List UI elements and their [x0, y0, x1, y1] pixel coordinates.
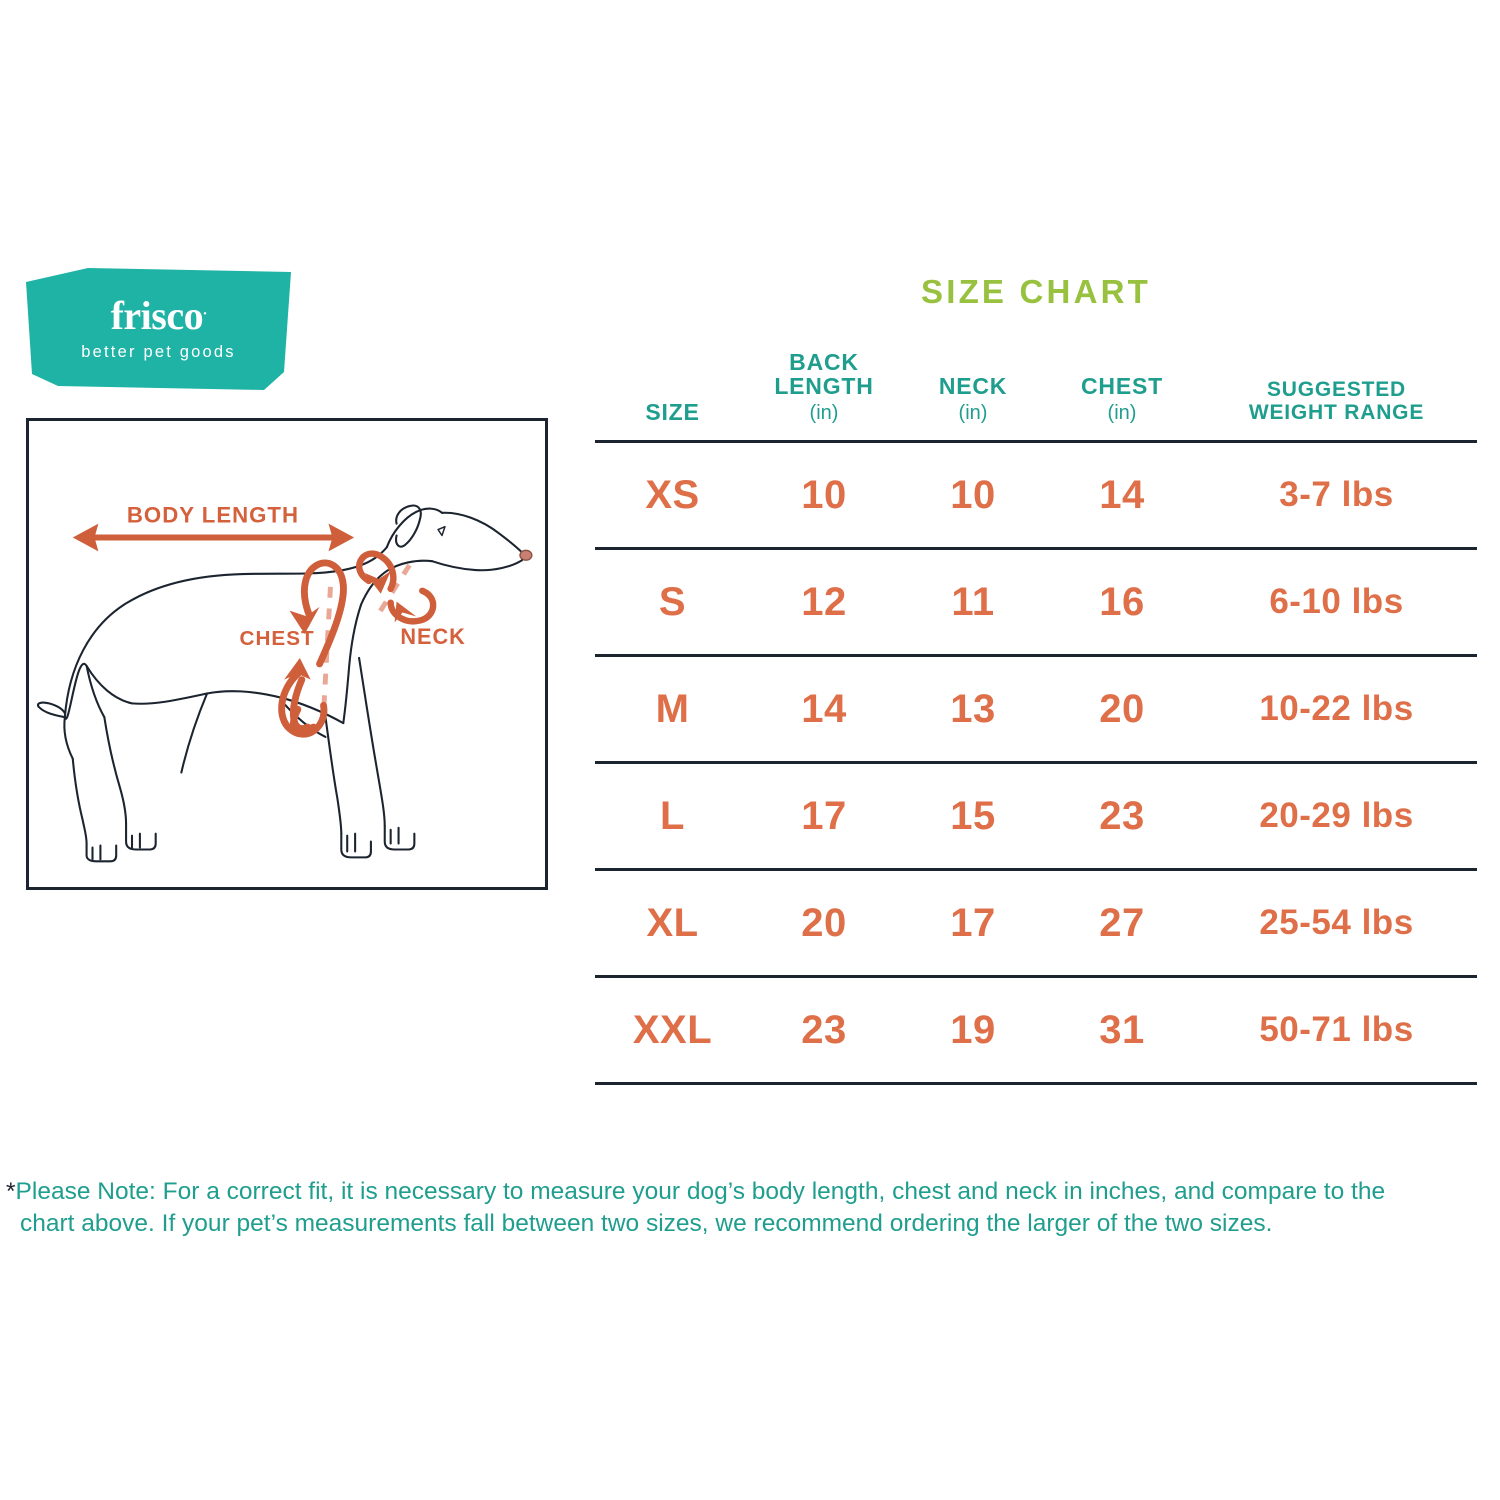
frisco-wordmark-text: frisco [110, 293, 204, 338]
cell-chest: 14 [1048, 439, 1196, 549]
table-row: L 17 15 23 20-29 lbs [595, 760, 1477, 870]
cell-neck: 19 [898, 974, 1048, 1085]
cell-weight: 10-22 lbs [1196, 653, 1477, 763]
table-row: XXL 23 19 31 50-71 lbs [595, 974, 1477, 1085]
chest-arrow-up-icon [284, 657, 311, 680]
cell-back-length: 14 [750, 653, 898, 763]
table-row: M 14 13 20 10-22 lbs [595, 653, 1477, 763]
cell-size: XS [595, 439, 750, 549]
size-chart-table: SIZE BACK LENGTH (in) NECK (in) CHEST (i… [595, 350, 1477, 1085]
frisco-registered-mark: . [203, 302, 207, 319]
column-header-chest-label: CHEST [1081, 373, 1163, 400]
cell-weight: 3-7 lbs [1196, 439, 1477, 549]
cell-chest: 20 [1048, 653, 1196, 763]
body-length-label: BODY LENGTH [127, 503, 299, 528]
measurement-guide-dashes [321, 563, 412, 714]
neck-arrow-down-icon [364, 571, 391, 594]
cell-back-length: 17 [750, 760, 898, 870]
size-chart-header-row: SIZE BACK LENGTH (in) NECK (in) CHEST (i… [595, 350, 1477, 441]
cell-weight: 50-71 lbs [1196, 974, 1477, 1085]
cell-size: XL [595, 867, 750, 977]
column-header-size: SIZE [595, 350, 750, 441]
footnote-asterisk: * [6, 1178, 16, 1205]
cell-size: L [595, 760, 750, 870]
column-header-neck: NECK (in) [898, 350, 1048, 441]
column-header-chest-unit: (in) [1107, 401, 1137, 424]
cell-chest: 16 [1048, 546, 1196, 656]
cell-back-length: 12 [750, 546, 898, 656]
table-row: S 12 11 16 6-10 lbs [595, 546, 1477, 656]
size-chart-title: SIZE CHART [921, 273, 1151, 310]
neck-arrow-up-icon [394, 601, 417, 623]
cell-chest: 31 [1048, 974, 1196, 1085]
frisco-logo: frisco. better pet goods [26, 268, 291, 390]
neck-label: NECK [400, 624, 466, 649]
dog-outline-icon [36, 504, 533, 863]
cell-neck: 17 [898, 867, 1048, 977]
cell-neck: 15 [898, 760, 1048, 870]
column-header-back-length-unit: (in) [809, 401, 839, 424]
frisco-logo-badge-shape [26, 268, 291, 390]
cell-weight: 25-54 lbs [1196, 867, 1477, 977]
cell-back-length: 23 [750, 974, 898, 1085]
dog-diagram-svg: BODY LENGTH CHEST NECK [36, 503, 533, 863]
cell-neck: 11 [898, 546, 1048, 656]
size-chart-body: XS 10 10 14 3-7 lbs S 12 11 16 6-10 lbs … [595, 439, 1477, 1085]
cell-size: S [595, 546, 750, 656]
dog-measurement-diagram: BODY LENGTH CHEST NECK [26, 418, 548, 890]
size-chart: SIZE CHART SIZE BACK LENGTH (in) NECK (i… [595, 275, 1477, 1085]
cell-neck: 13 [898, 653, 1048, 763]
chest-measure-loop-icon [289, 559, 347, 735]
cell-weight: 6-10 lbs [1196, 546, 1477, 656]
column-header-chest: CHEST (in) [1048, 350, 1196, 441]
frisco-tagline: better pet goods [81, 343, 236, 361]
column-header-back-length: BACK LENGTH (in) [750, 350, 898, 441]
cell-chest: 23 [1048, 760, 1196, 870]
body-length-arrow-icon [72, 523, 355, 552]
cell-back-length: 10 [750, 439, 898, 549]
neck-measure-loop-icon [356, 550, 437, 625]
cell-chest: 27 [1048, 867, 1196, 977]
column-header-suggested-weight-range: SUGGESTED WEIGHT RANGE [1196, 350, 1477, 441]
table-row: XL 20 17 27 25-54 lbs [595, 867, 1477, 977]
column-header-neck-unit: (in) [958, 401, 988, 424]
footnote-line-1: Please Note: For a correct fit, it is ne… [15, 1178, 1386, 1205]
footnote-line-2: chart above. If your pet’s measurements … [20, 1210, 1273, 1238]
chest-label: CHEST [240, 627, 315, 650]
chest-lower-loop [278, 670, 328, 738]
column-header-weight-line1: SUGGESTED [1266, 378, 1407, 402]
cell-neck: 10 [898, 439, 1048, 549]
cell-size: M [595, 653, 750, 763]
column-header-weight-line2: WEIGHT RANGE [1248, 400, 1425, 424]
column-header-size-label: SIZE [645, 398, 700, 425]
cell-back-length: 20 [750, 867, 898, 977]
footnote: *Please Note: For a correct fit, it is n… [6, 1176, 1496, 1241]
column-header-back-length-line1: BACK [789, 349, 859, 375]
table-row: XS 10 10 14 3-7 lbs [595, 439, 1477, 549]
chest-arrow-down-icon [289, 606, 320, 635]
cell-weight: 20-29 lbs [1196, 760, 1477, 870]
frisco-wordmark: frisco. [26, 296, 291, 336]
cell-size: XXL [595, 974, 750, 1085]
column-header-neck-label: NECK [938, 373, 1008, 400]
column-header-back-length-line2: LENGTH [774, 373, 874, 400]
